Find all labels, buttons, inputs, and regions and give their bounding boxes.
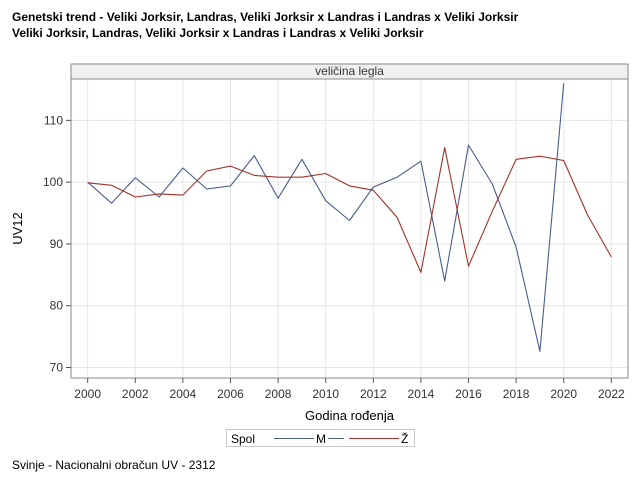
x-tick-label: 2012 <box>360 387 387 401</box>
y-axis-label: UV12 <box>10 212 25 245</box>
legend: Spol M Ž <box>226 429 415 447</box>
series-line-z <box>87 147 612 273</box>
legend-title: Spol <box>231 432 256 446</box>
x-tick-label: 2002 <box>122 387 149 401</box>
chart-title-line-1: Genetski trend - Veliki Jorksir, Landras… <box>12 10 519 24</box>
y-tick-label: 70 <box>50 360 64 374</box>
legend-label-m: M <box>314 432 328 446</box>
y-tick-label: 110 <box>44 113 63 127</box>
y-tick-label: 80 <box>50 299 64 313</box>
x-tick-label: 2006 <box>217 387 244 401</box>
chart-title-line-2: Veliki Jorksir, Landras, Veliki Jorksir … <box>12 26 424 40</box>
legend-label-z: Ž <box>399 432 411 446</box>
x-tick-label: 2020 <box>550 387 577 401</box>
x-tick-label: 2010 <box>312 387 339 401</box>
x-tick-label: 2004 <box>170 387 197 401</box>
x-tick-label: 2018 <box>503 387 530 401</box>
panel-header-label: veličina legla <box>315 64 384 78</box>
y-tick-label: 90 <box>50 237 64 251</box>
legend-swatch-m <box>274 438 344 439</box>
plot-frame <box>70 63 629 379</box>
footer-note: Svinje - Nacionalni obračun UV - 2312 <box>12 458 216 472</box>
y-tick-label: 100 <box>43 175 63 189</box>
x-tick-label: 2000 <box>74 387 101 401</box>
legend-swatch-z <box>349 438 409 439</box>
x-tick-label: 2014 <box>408 387 435 401</box>
x-tick-label: 2022 <box>598 387 625 401</box>
x-tick-label: 2016 <box>455 387 482 401</box>
x-axis-label: Godina rođenja <box>305 408 395 423</box>
x-tick-label: 2008 <box>265 387 292 401</box>
line-chart: veličina legla 70 80 90 100 110 2000 2002 2004 20… <box>10 63 629 423</box>
series-line-m <box>87 83 565 352</box>
